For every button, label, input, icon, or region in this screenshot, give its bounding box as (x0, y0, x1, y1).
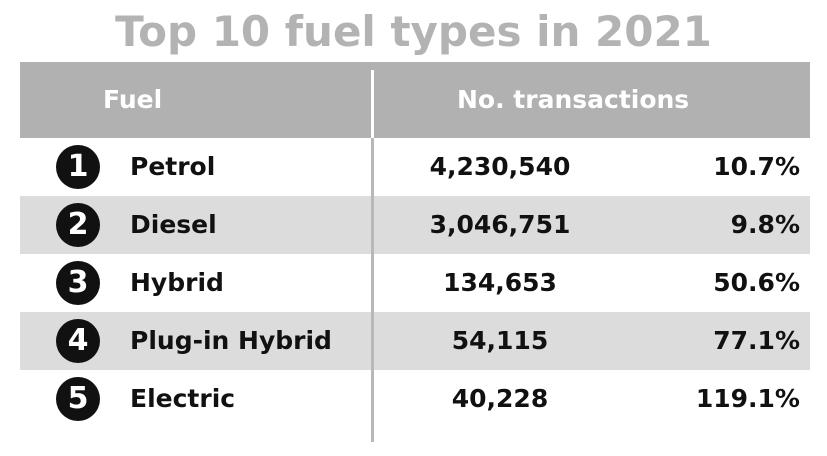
transaction-percent: 50.6% (713, 268, 800, 297)
header-transactions: No. transactions (457, 85, 690, 114)
table-row: 1 Petrol 4,230,540 10.7% (20, 138, 810, 196)
fuel-name: Petrol (130, 152, 216, 181)
rank-badge: 4 (56, 319, 100, 363)
header-fuel: Fuel (103, 85, 163, 114)
transaction-percent: 10.7% (713, 152, 800, 181)
fuel-name: Diesel (130, 210, 217, 239)
rank-badge: 1 (56, 145, 100, 189)
fuel-table: Fuel No. transactions 1 Petrol 4,230,540… (20, 62, 810, 428)
fuel-name: Plug-in Hybrid (130, 326, 332, 355)
transaction-count: 134,653 (443, 268, 557, 297)
table-header: Fuel No. transactions (20, 62, 810, 138)
table-row: 3 Hybrid 134,653 50.6% (20, 254, 810, 312)
fuel-name: Electric (130, 384, 236, 413)
rank-badge: 3 (56, 261, 100, 305)
transaction-percent: 119.1% (695, 384, 800, 413)
fuel-name: Hybrid (130, 268, 224, 297)
table-row: 4 Plug-in Hybrid 54,115 77.1% (20, 312, 810, 370)
chart-title: Top 10 fuel types in 2021 (115, 7, 712, 56)
table-row: 5 Electric 40,228 119.1% (20, 370, 810, 428)
transaction-percent: 9.8% (730, 210, 800, 239)
rank-badge: 5 (56, 377, 100, 421)
header-divider (371, 70, 374, 138)
transaction-count: 3,046,751 (429, 210, 571, 239)
transaction-count: 40,228 (451, 384, 549, 413)
transaction-count: 4,230,540 (429, 152, 571, 181)
rank-badge: 2 (56, 203, 100, 247)
column-divider (371, 70, 374, 442)
transaction-percent: 77.1% (713, 326, 800, 355)
transaction-count: 54,115 (451, 326, 549, 355)
table-row: 2 Diesel 3,046,751 9.8% (20, 196, 810, 254)
